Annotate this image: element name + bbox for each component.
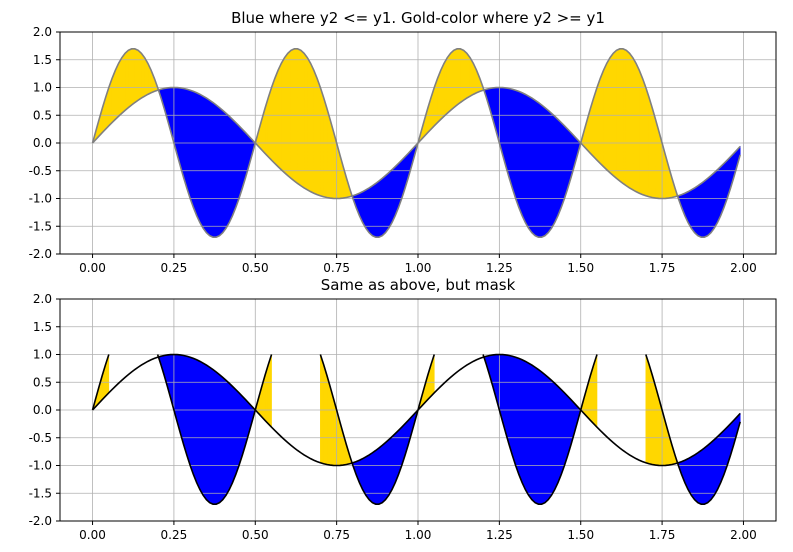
y-tick-label: 0.0 [33,403,52,417]
x-tick-label: 1.25 [486,261,513,275]
y-tick-label: -2.0 [29,247,52,261]
x-tick-label: 0.25 [161,528,188,542]
y2-line [91,48,741,238]
y-tick-label: 1.0 [33,348,52,362]
x-tick-label: 0.25 [161,261,188,275]
x-tick-label: 2.00 [730,528,757,542]
y-tick-label: 2.0 [33,25,52,39]
y2-line [91,354,741,505]
y-tick-label: -0.5 [29,431,52,445]
y-tick-label: -2.0 [29,514,52,528]
x-tick-label: 0.75 [323,261,350,275]
y-tick-label: -1.5 [29,219,52,233]
y-tick-label: 1.5 [33,53,52,67]
y-tick-label: 2.0 [33,292,52,306]
y-tick-label: 1.0 [33,81,52,95]
y-tick-label: 0.0 [33,136,52,150]
x-tick-label: 0.00 [79,528,106,542]
bottom-fills [92,354,741,505]
x-tick-label: 1.75 [649,528,676,542]
y-tick-label: -0.5 [29,164,52,178]
bottom-chart-title: Same as above, but mask [321,276,516,294]
blue-fill-region [158,354,741,505]
x-tick-label: 1.50 [567,528,594,542]
y1-line [91,353,741,467]
x-tick-label: 1.75 [649,261,676,275]
y-tick-label: -1.0 [29,459,52,473]
y-tick-label: 1.5 [33,320,52,334]
x-tick-label: 2.00 [730,261,757,275]
top-ticks: 0.00 0.25 0.50 0.75 1.00 1.25 1.50 1.75 2.00 -2.0… [29,25,757,275]
top-lines [91,48,741,238]
y-tick-label: 0.5 [33,375,52,389]
chart-top: 0.00 0.25 0.50 0.75 1.00 1.25 1.50 1.75 2.00 -2.0… [29,9,777,275]
x-tick-label: 0.50 [242,261,269,275]
x-tick-label: 0.00 [79,261,106,275]
x-tick-label: 1.00 [405,261,432,275]
chart-bottom: 0.00 0.25 0.50 0.75 1.00 1.25 1.50 1.75 2.00 -2.0… [29,276,777,542]
x-tick-label: 1.50 [567,261,594,275]
top-chart-title: Blue where y2 <= y1. Gold-color where y2… [231,9,605,27]
x-tick-label: 1.25 [486,528,513,542]
x-tick-label: 1.00 [405,528,432,542]
bottom-ticks: 0.00 0.25 0.50 0.75 1.00 1.25 1.50 1.75 2.00 -2.0… [29,292,757,542]
x-tick-label: 0.50 [242,528,269,542]
y1-line [91,86,741,200]
bottom-lines [91,353,741,505]
x-tick-label: 0.75 [323,528,350,542]
y-tick-label: 0.5 [33,108,52,122]
y-tick-label: -1.5 [29,486,52,500]
y-tick-label: -1.0 [29,192,52,206]
